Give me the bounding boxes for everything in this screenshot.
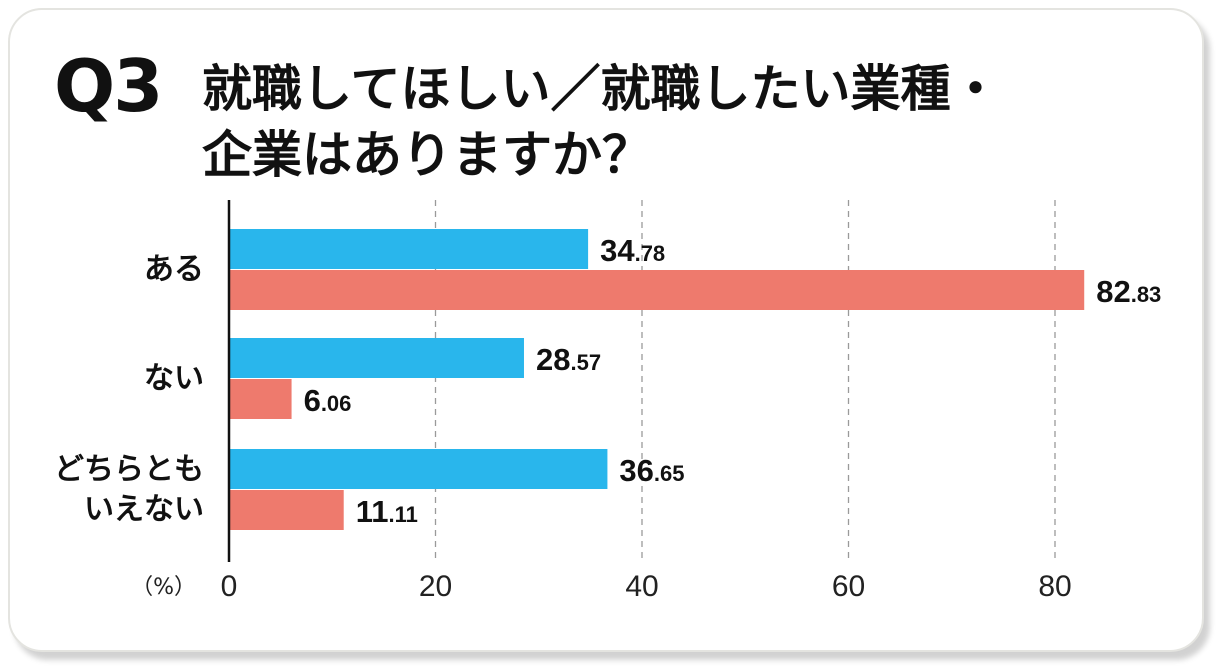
category-label: ある bbox=[144, 252, 204, 287]
category-label: ない bbox=[144, 361, 204, 396]
data-label: 6.06 bbox=[304, 383, 352, 418]
data-label: 34.78 bbox=[600, 233, 665, 268]
category-label: どちらとも いえない bbox=[54, 452, 204, 527]
question-number: Q3 bbox=[54, 44, 163, 128]
chart-card bbox=[8, 8, 1204, 652]
data-label: 11.11 bbox=[356, 494, 418, 529]
bar-series-red bbox=[229, 490, 344, 530]
x-tick-label: 40 bbox=[625, 570, 658, 603]
bar-series-blue bbox=[229, 338, 524, 378]
chart-title: 就職してほしい／就職したい業種・ 企業はありますか？ bbox=[202, 60, 1001, 184]
x-tick-label: 20 bbox=[419, 570, 452, 603]
bar-series-blue bbox=[229, 229, 589, 269]
data-label: 28.57 bbox=[536, 342, 601, 377]
x-tick-label: 60 bbox=[832, 570, 865, 603]
data-label: 82.83 bbox=[1096, 274, 1161, 309]
data-label: 36.65 bbox=[619, 453, 684, 488]
bar-series-red bbox=[229, 270, 1085, 310]
bar-series-red bbox=[229, 379, 292, 419]
x-tick-label: 80 bbox=[1038, 570, 1071, 603]
bar-series-blue bbox=[229, 449, 608, 489]
x-axis-unit: （%） bbox=[131, 575, 196, 600]
x-tick-label: 0 bbox=[221, 570, 238, 603]
